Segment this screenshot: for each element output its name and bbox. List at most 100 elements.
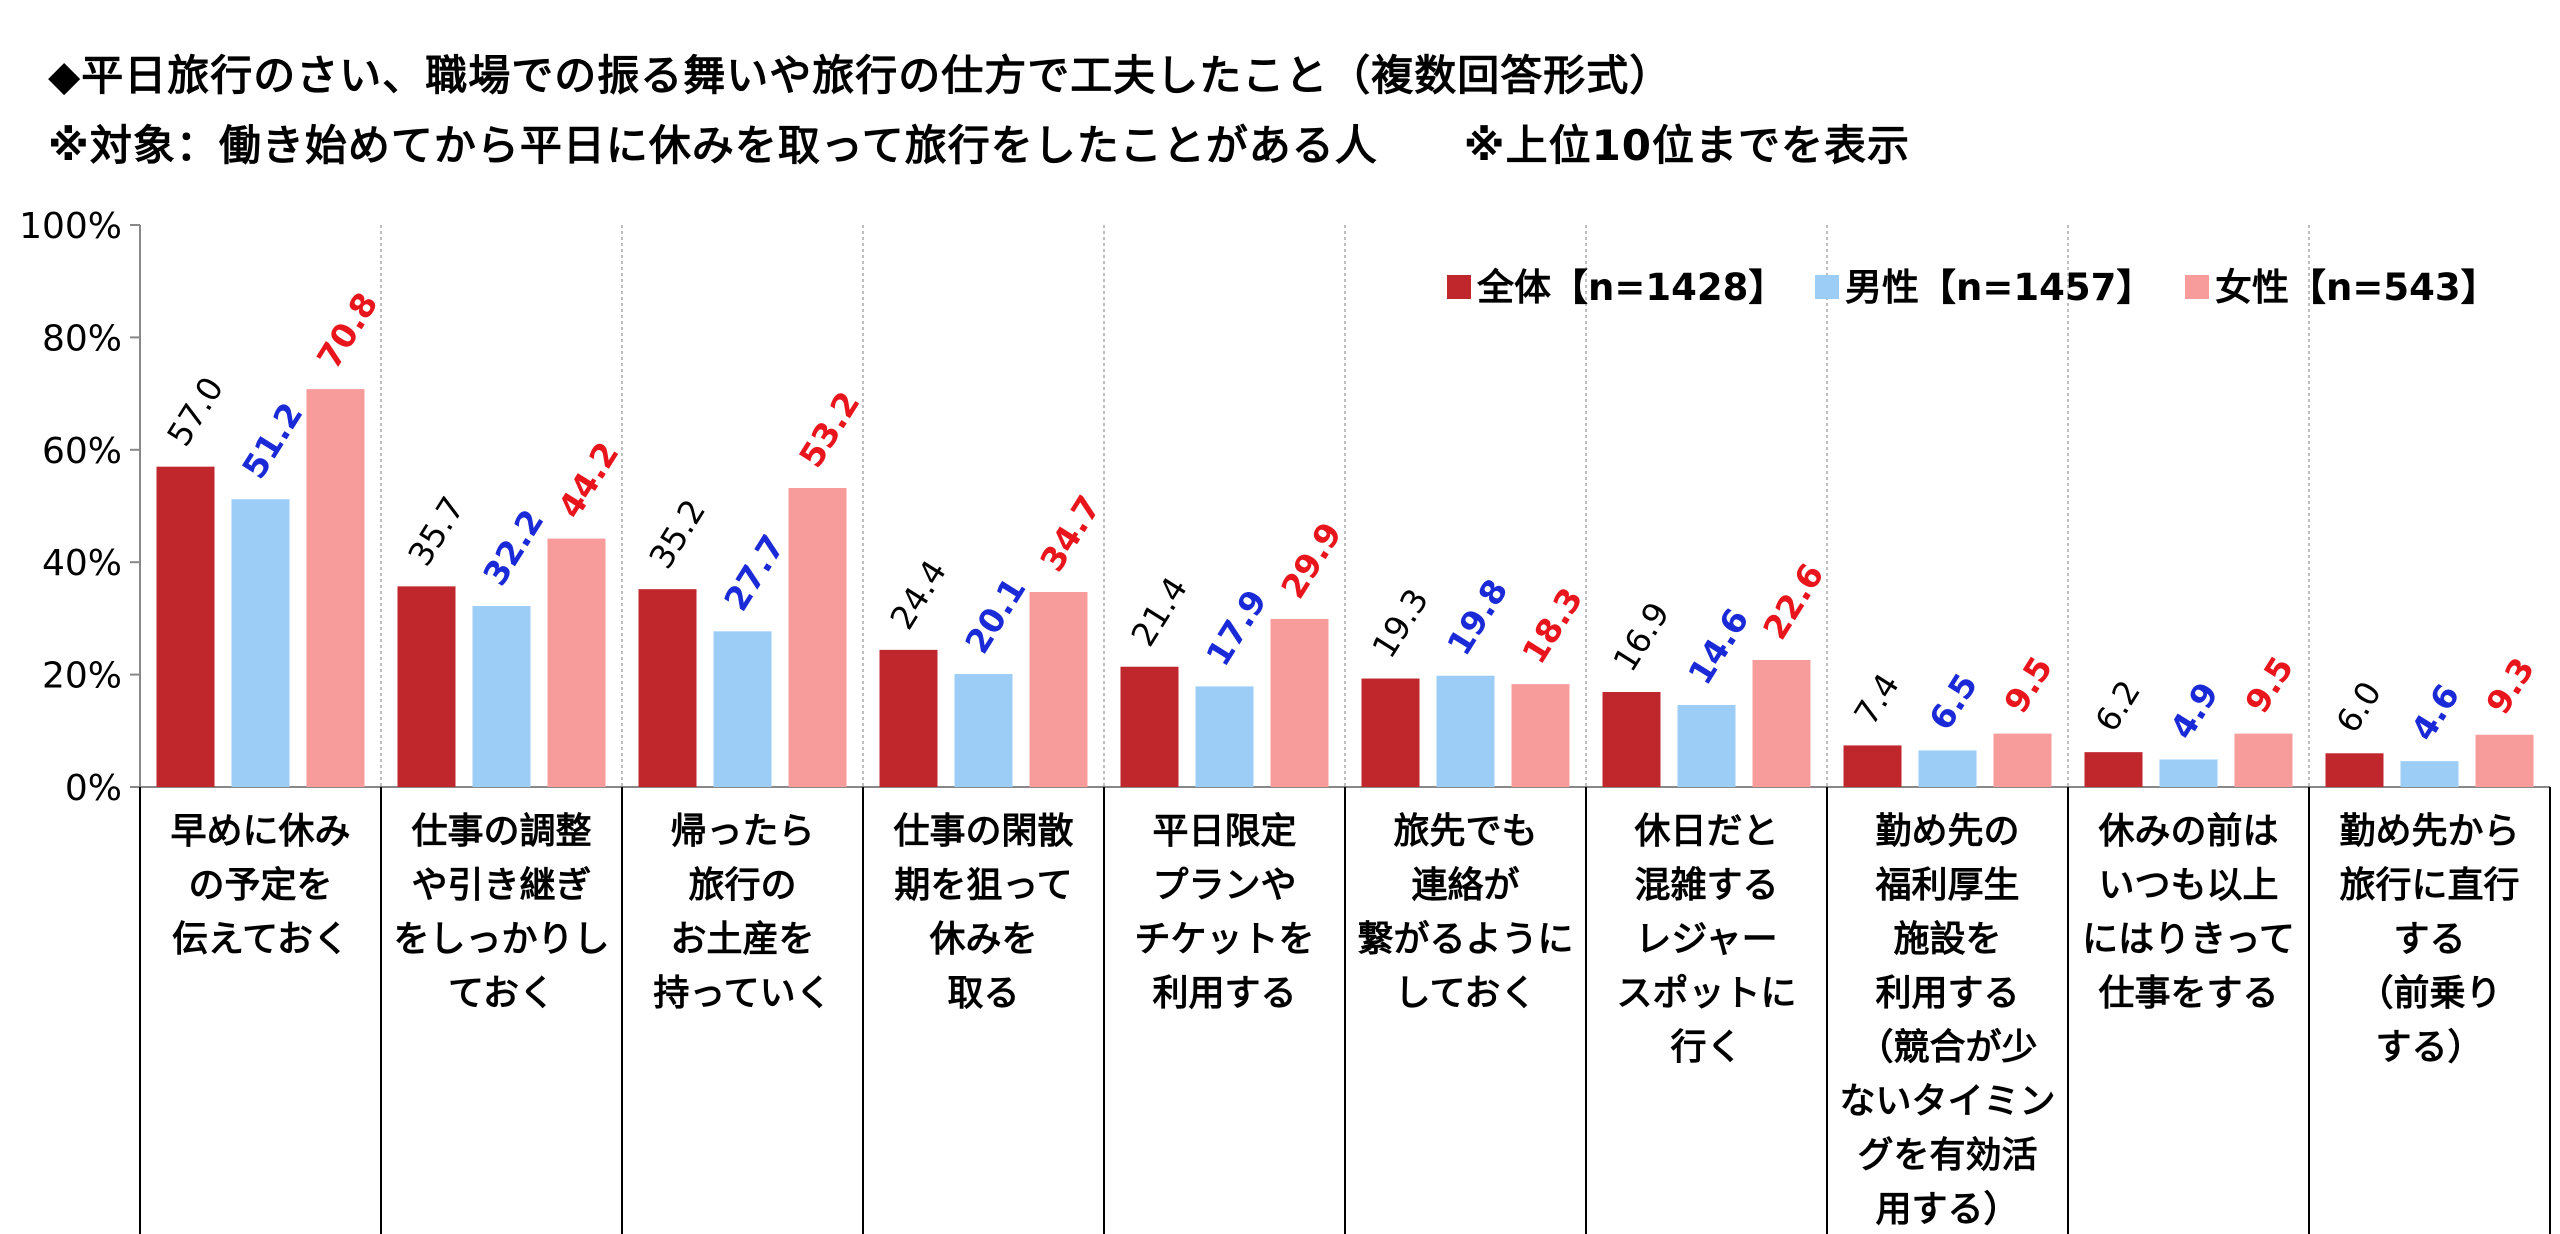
data-label: 6.2 — [2087, 673, 2148, 738]
legend-label: 全体【n=1428】 — [1476, 266, 1785, 309]
bar — [2325, 753, 2384, 787]
category-label: 休みを — [928, 919, 1037, 960]
data-label: 14.6 — [1680, 601, 1756, 691]
category-label: する） — [2375, 1027, 2483, 1068]
bar — [1511, 684, 1570, 787]
category-label: 帰ったら — [670, 811, 814, 852]
data-label: 9.5 — [1996, 650, 2060, 720]
category-label: （競合が少 — [1857, 1027, 2037, 1068]
category-label: ておく — [448, 973, 555, 1014]
bar — [788, 488, 847, 787]
category-label: レジャー — [1635, 919, 1777, 960]
data-label: 32.2 — [475, 503, 551, 593]
category-label: 繋がるように — [1357, 919, 1573, 960]
category-label: お土産を — [670, 919, 814, 960]
category-label: 仕事をする — [2098, 973, 2278, 1014]
category-label: 平日限定 — [1152, 811, 1296, 852]
category-label: （前乗り — [2357, 973, 2501, 1014]
bar — [1195, 686, 1254, 787]
bar — [1993, 733, 2052, 787]
y-tick-label: 80% — [42, 318, 122, 359]
category-label: 休みの前は — [2097, 811, 2278, 852]
category-label: 福利厚生 — [1874, 865, 2019, 906]
data-label: 6.5 — [1921, 666, 1985, 736]
data-label: 27.7 — [716, 528, 792, 618]
category-label: 仕事の閑散 — [893, 811, 1073, 852]
bar — [156, 466, 215, 787]
legend-swatch — [1447, 275, 1471, 299]
category-label: 利用する — [1875, 973, 2019, 1014]
data-label: 57.0 — [159, 370, 231, 453]
bar — [2400, 761, 2459, 787]
category-label: をしっかりし — [393, 919, 609, 960]
data-label: 19.3 — [1364, 582, 1436, 665]
bar — [397, 586, 456, 787]
data-label: 18.3 — [1514, 581, 1590, 671]
bar — [2084, 752, 2143, 787]
legend-label: 女性【n=543】 — [2215, 266, 2498, 309]
data-label: 70.8 — [309, 286, 385, 376]
data-label: 29.9 — [1273, 515, 1349, 605]
bar — [472, 606, 531, 787]
category-label: 期を狙って — [894, 865, 1072, 906]
data-label: 4.9 — [2162, 675, 2226, 745]
y-tick-label: 100% — [19, 206, 122, 247]
category-label: や引き継ぎ — [411, 865, 591, 906]
data-label: 34.7 — [1032, 489, 1108, 579]
data-label: 44.2 — [550, 435, 626, 525]
category-label: 旅先でも — [1393, 811, 1537, 852]
data-label: 16.9 — [1605, 595, 1677, 678]
data-label: 9.5 — [2237, 650, 2301, 720]
legend-label: 男性【n=1457】 — [1845, 266, 2153, 309]
data-label: 4.6 — [2403, 677, 2467, 747]
category-label: プランや — [1152, 865, 1296, 906]
data-label: 24.4 — [882, 553, 954, 636]
data-label: 53.2 — [791, 385, 867, 475]
y-tick-label: 0% — [65, 768, 122, 809]
category-label: グを有効活 — [1857, 1135, 2037, 1176]
data-label: 35.2 — [641, 492, 713, 575]
data-label: 17.9 — [1198, 583, 1274, 673]
category-label: 旅行に直行 — [2339, 865, 2519, 906]
bar — [1270, 618, 1329, 787]
data-label: 6.0 — [2328, 674, 2389, 739]
legend-swatch — [1815, 275, 1839, 299]
bar — [1361, 678, 1420, 787]
category-label: の予定を — [188, 865, 332, 906]
bar — [1436, 675, 1495, 787]
category-label: 持っていく — [653, 973, 831, 1014]
bar — [1843, 745, 1902, 787]
category-label: 勤め先から — [2339, 811, 2519, 852]
data-label: 35.7 — [400, 490, 472, 573]
category-label: する — [2393, 919, 2465, 960]
category-label: スポットに — [1616, 972, 1796, 1014]
category-label: チケットを — [1134, 919, 1314, 960]
data-label: 22.6 — [1755, 557, 1831, 647]
y-tick-label: 60% — [42, 431, 122, 472]
category-label: 利用する — [1152, 973, 1296, 1014]
category-label: 混雑する — [1634, 865, 1778, 906]
bar — [1752, 659, 1811, 787]
bar — [2234, 733, 2293, 787]
chart-subtitle: ※対象：働き始めてから平日に休みを取って旅行をしたことがある人 ※上位10位まで… — [48, 121, 1911, 170]
chart-title: ◆平日旅行のさい、職場での振る舞いや旅行の仕方で工夫したこと（複数回答形式） — [48, 51, 1673, 100]
bar — [713, 631, 772, 787]
data-label: 9.3 — [2478, 651, 2542, 721]
category-label: 早めに休み — [170, 811, 350, 852]
data-label: 51.2 — [234, 396, 310, 486]
category-label: 連絡が — [1411, 865, 1519, 906]
category-label: しておく — [1395, 973, 1537, 1014]
data-label: 21.4 — [1123, 570, 1195, 653]
category-label: にはりきって — [2082, 919, 2295, 960]
category-label: 取る — [947, 973, 1019, 1014]
y-tick-label: 40% — [42, 543, 122, 584]
y-tick-label: 20% — [42, 656, 122, 697]
category-label: 休日だと — [1633, 811, 1778, 852]
bar — [1029, 591, 1088, 787]
bar — [954, 674, 1013, 787]
bar — [1918, 750, 1977, 787]
bar — [306, 389, 365, 787]
bar — [879, 649, 938, 787]
data-label: 20.1 — [957, 571, 1033, 661]
